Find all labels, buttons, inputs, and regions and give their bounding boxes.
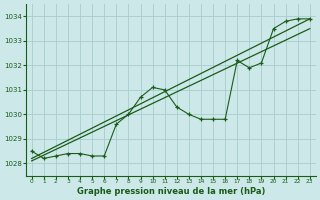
X-axis label: Graphe pression niveau de la mer (hPa): Graphe pression niveau de la mer (hPa) [76,187,265,196]
